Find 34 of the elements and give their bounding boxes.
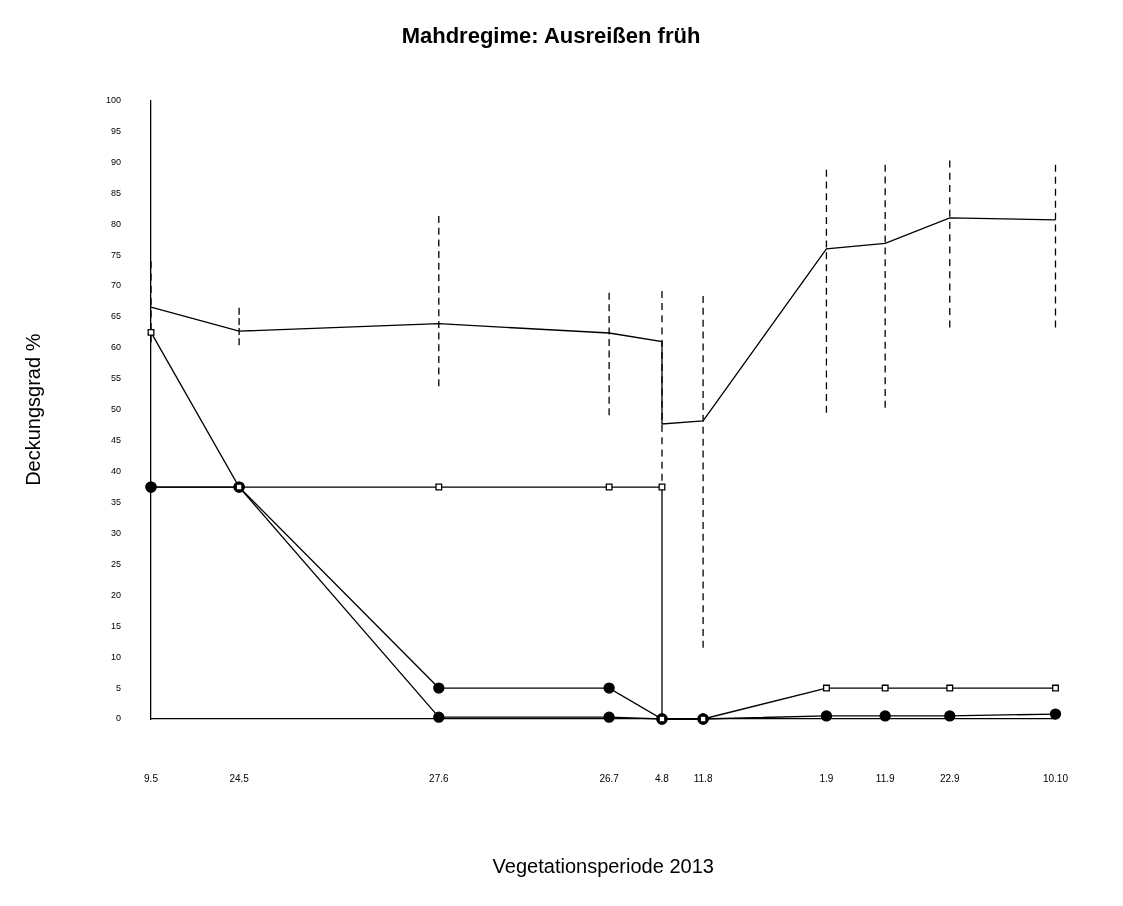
y-tick-label: 15 xyxy=(111,620,122,631)
x-tick-label: 22.9 xyxy=(940,772,960,784)
y-tick-label: 85 xyxy=(111,187,122,198)
y-tick-label: 30 xyxy=(111,527,122,538)
x-tick-label: 1.9 xyxy=(819,772,834,784)
y-tick-label: 70 xyxy=(111,280,122,291)
y-tick-label: 90 xyxy=(111,156,122,167)
y-tick-label: 25 xyxy=(111,558,122,569)
x-tick-label: 11.9 xyxy=(875,772,895,784)
y-tick-label: 80 xyxy=(111,218,122,229)
x-tick-label: 10.10 xyxy=(1042,772,1069,784)
x-tick-label: 27.6 xyxy=(429,772,449,784)
x-tick-label: 24.5 xyxy=(229,772,250,784)
y-tick-label: 75 xyxy=(111,249,122,260)
y-tick-label: 65 xyxy=(111,311,122,322)
y-tick-label: 20 xyxy=(111,589,122,600)
y-tick-label: 10 xyxy=(111,651,122,662)
x-tick-label: 9.5 xyxy=(144,772,159,784)
y-tick-label: 100 xyxy=(105,94,122,105)
x-tick-label: 26.7 xyxy=(599,772,620,784)
y-tick-label: 5 xyxy=(116,682,122,693)
chart-title: Mahdregime: Ausreißen früh xyxy=(401,23,701,49)
y-axis-title: Deckungsgrad % xyxy=(21,333,44,486)
y-tick-label: 50 xyxy=(111,404,122,415)
x-axis-title: Vegetationsperiode 2013 xyxy=(492,854,714,877)
y-tick-label: 55 xyxy=(111,373,122,384)
y-tick-label: 40 xyxy=(111,466,122,477)
y-tick-label: 60 xyxy=(111,342,122,353)
y-tick-label: 35 xyxy=(111,496,122,507)
x-tick-label: 4.8 xyxy=(655,772,670,784)
y-tick-label: 45 xyxy=(111,435,122,446)
y-tick-label: 0 xyxy=(116,713,122,724)
y-tick-label: 95 xyxy=(111,125,122,136)
x-tick-label: 11.8 xyxy=(693,772,713,784)
